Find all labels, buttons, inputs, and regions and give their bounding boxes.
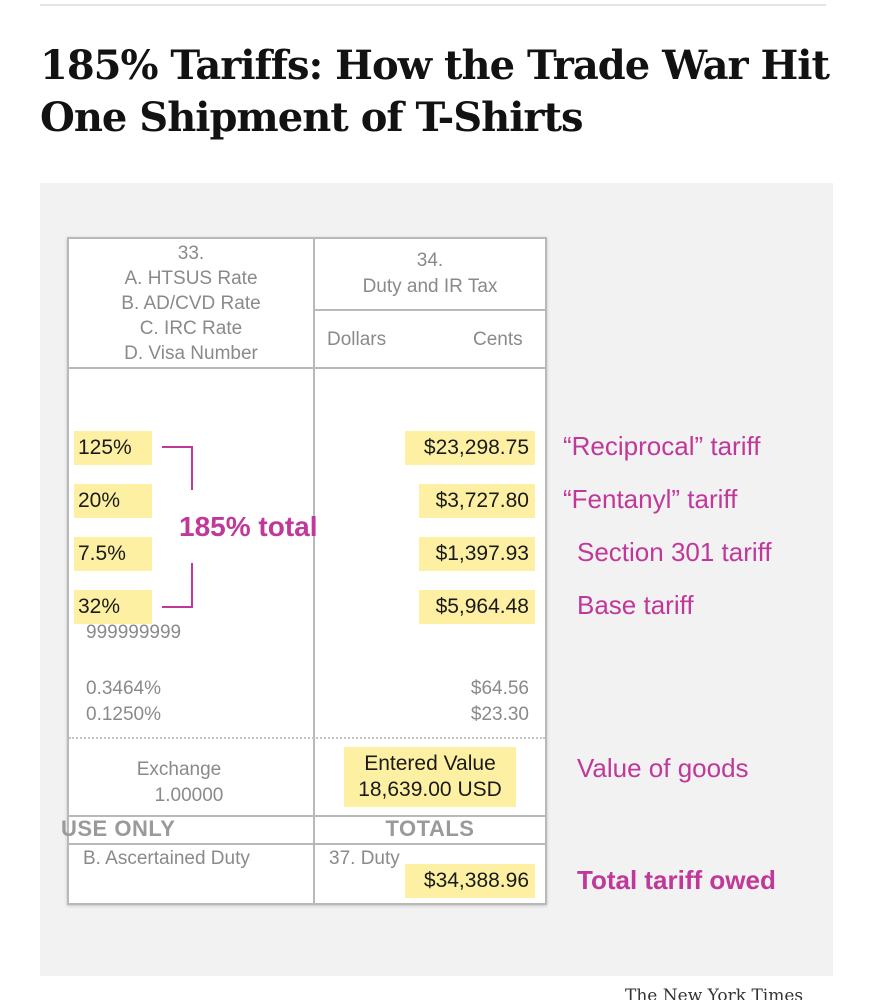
- visa-number: 999999999: [86, 622, 182, 643]
- col33-line-c: C. IRC Rate: [139, 318, 243, 339]
- extra-duty-2: $23.30: [470, 704, 529, 725]
- col33-line-a: A. HTSUS Rate: [124, 268, 258, 289]
- extra-rate-1: 0.3464%: [86, 678, 162, 699]
- rate-section301: 7.5%: [74, 537, 152, 571]
- col33-number: 33.: [177, 243, 205, 264]
- rate-bracket-top: [162, 446, 193, 490]
- entered-value-label: Entered Value: [364, 752, 496, 775]
- duty-37-label: 37. Duty: [329, 848, 400, 869]
- col34-number: 34.: [416, 250, 444, 271]
- source-credit: The New York Times: [625, 986, 804, 1000]
- top-divider: [40, 4, 826, 6]
- rate-reciprocal: 125%: [74, 431, 152, 465]
- total-rate-label: 185% total: [179, 511, 318, 542]
- annotation-reciprocal: “Reciprocal” tariff: [563, 431, 761, 461]
- duty-fentanyl: $3,727.80: [419, 484, 535, 518]
- form-column-divider: [313, 239, 315, 903]
- customs-form: 33. A. HTSUS Rate B. AD/CVD Rate C. IRC …: [61, 237, 547, 905]
- use-only-label: USE ONLY: [61, 816, 176, 841]
- annotation-base: Base tariff: [577, 590, 694, 620]
- duty-base: $5,964.48: [419, 590, 535, 624]
- total-duty-amount: $34,388.96: [405, 864, 535, 898]
- rate-fentanyl: 20%: [74, 484, 152, 518]
- duty-section301: $1,397.93: [419, 537, 535, 571]
- form-totals-rule: [69, 815, 545, 817]
- totals-label: TOTALS: [385, 816, 475, 841]
- extra-duty-1: $64.56: [470, 678, 529, 699]
- annotation-total-owed: Total tariff owed: [577, 865, 776, 895]
- form-totals-bottom-rule: [69, 843, 545, 845]
- col34-cents: Cents: [473, 329, 523, 350]
- duty-reciprocal: $23,298.75: [405, 431, 535, 465]
- extra-rate-2: 0.1250%: [86, 704, 162, 725]
- exchange-label: Exchange: [136, 759, 222, 780]
- col34-dollars: Dollars: [327, 329, 387, 350]
- entered-value-amount: 18,639.00 USD: [358, 778, 502, 801]
- form-header-bottom-rule: [69, 367, 545, 369]
- col33-line-b: B. AD/CVD Rate: [121, 293, 261, 314]
- exchange-rate: 1.00000: [154, 785, 224, 806]
- col34-title: Duty and IR Tax: [362, 276, 498, 297]
- rate-bracket-bottom: [162, 563, 193, 608]
- form-dotted-rule: [69, 737, 545, 739]
- annotation-value-of-goods: Value of goods: [577, 753, 749, 783]
- annotation-section301: Section 301 tariff: [577, 537, 772, 567]
- headline: 185% Tariffs: How the Trade War Hit One …: [40, 42, 830, 141]
- ascertained-duty-label: B. Ascertained Duty: [83, 848, 250, 869]
- annotation-fentanyl: “Fentanyl” tariff: [563, 484, 738, 514]
- entered-value-box: Entered Value 18,639.00 USD: [344, 747, 516, 807]
- col33-line-d: D. Visa Number: [124, 343, 258, 364]
- graphic-panel: 33. A. HTSUS Rate B. AD/CVD Rate C. IRC …: [40, 183, 833, 976]
- form-header-divider: [313, 309, 545, 311]
- rate-base: 32%: [74, 590, 152, 624]
